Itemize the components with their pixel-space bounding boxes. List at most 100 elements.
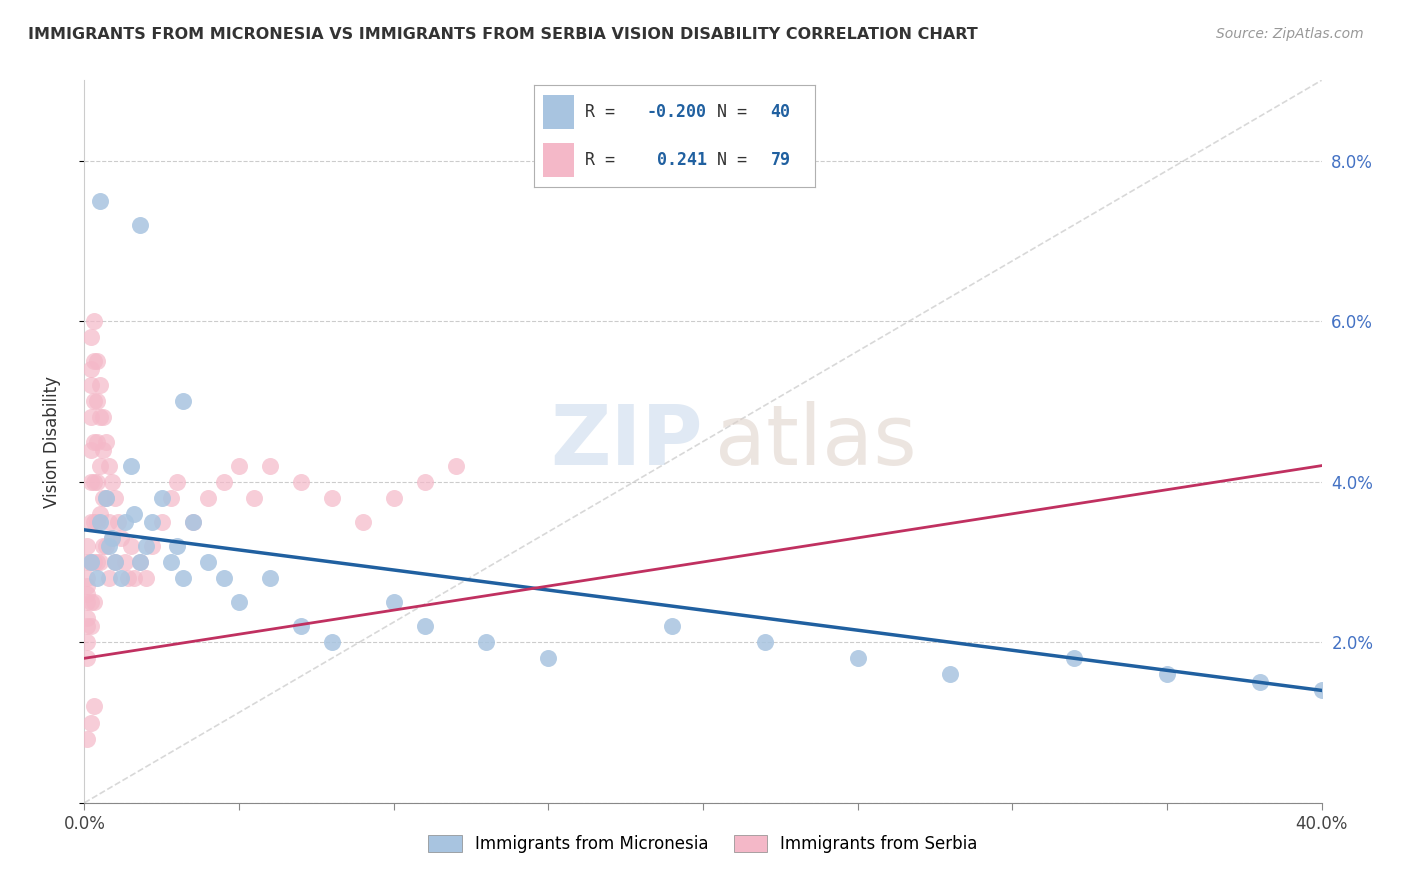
Point [413,475,436,489]
Point [83,595,105,609]
Point [141,539,163,553]
Text: N =: N = [717,103,756,121]
Point [172,571,194,585]
Point [444,458,467,473]
Text: -0.200: -0.200 [647,103,707,121]
Point [129,555,152,569]
Point [160,491,183,505]
Point [89,507,111,521]
Point [846,651,869,665]
Point [94,539,117,553]
Point [91,410,114,425]
Point [104,555,127,569]
Point [114,515,136,529]
Point [114,555,136,569]
Point [150,515,173,529]
Point [83,354,105,368]
Point [475,635,498,649]
Point [79,515,101,529]
Bar [543,95,574,128]
Point [76,619,98,633]
Point [76,539,98,553]
Point [754,635,776,649]
Point [89,458,111,473]
Point [79,362,101,376]
Point [197,491,219,505]
Point [83,434,105,449]
Point [79,619,101,633]
Point [86,475,108,489]
Point [181,515,204,529]
Point [94,491,117,505]
Point [98,539,121,553]
Point [86,434,108,449]
Point [98,571,121,585]
Point [259,571,281,585]
Point [98,515,121,529]
Point [104,555,127,569]
Point [166,539,188,553]
Point [76,571,98,585]
Point [160,555,183,569]
Point [76,595,98,609]
Point [117,571,139,585]
Point [1063,651,1085,665]
Text: 0.241: 0.241 [647,151,707,169]
Point [166,475,188,489]
Point [212,571,235,585]
Point [1249,675,1271,690]
Point [76,555,98,569]
Point [89,555,111,569]
Point [76,651,98,665]
Point [79,715,101,730]
Point [79,555,101,569]
Point [212,475,235,489]
Point [129,218,152,232]
Point [290,619,312,633]
Y-axis label: Vision Disability: Vision Disability [42,376,60,508]
Legend: Immigrants from Micronesia, Immigrants from Serbia: Immigrants from Micronesia, Immigrants f… [422,828,984,860]
Point [120,458,142,473]
Text: 40: 40 [770,103,790,121]
Text: IMMIGRANTS FROM MICRONESIA VS IMMIGRANTS FROM SERBIA VISION DISABILITY CORRELATI: IMMIGRANTS FROM MICRONESIA VS IMMIGRANTS… [28,27,977,42]
Point [98,458,121,473]
Point [382,595,405,609]
Text: atlas: atlas [716,401,917,482]
Point [86,354,108,368]
Text: R =: R = [585,103,624,121]
Point [259,458,281,473]
Point [107,515,129,529]
Point [101,475,124,489]
Point [110,571,132,585]
Point [101,531,124,545]
Point [83,699,105,714]
Point [89,410,111,425]
Point [94,491,117,505]
Point [86,555,108,569]
Point [104,491,127,505]
Point [76,731,98,746]
Point [135,539,157,553]
Point [79,378,101,392]
Point [101,531,124,545]
Point [120,539,142,553]
Point [91,539,114,553]
Text: 79: 79 [770,151,790,169]
Point [243,491,266,505]
Point [110,531,132,545]
Text: ZIP: ZIP [551,401,703,482]
Point [79,330,101,344]
Point [94,434,117,449]
Point [83,555,105,569]
Point [228,458,250,473]
Point [79,555,101,569]
Point [352,515,374,529]
Point [141,515,163,529]
Point [1310,683,1333,698]
Point [76,635,98,649]
Point [129,555,152,569]
Point [172,394,194,409]
Point [661,619,683,633]
Point [76,587,98,601]
Point [79,442,101,457]
